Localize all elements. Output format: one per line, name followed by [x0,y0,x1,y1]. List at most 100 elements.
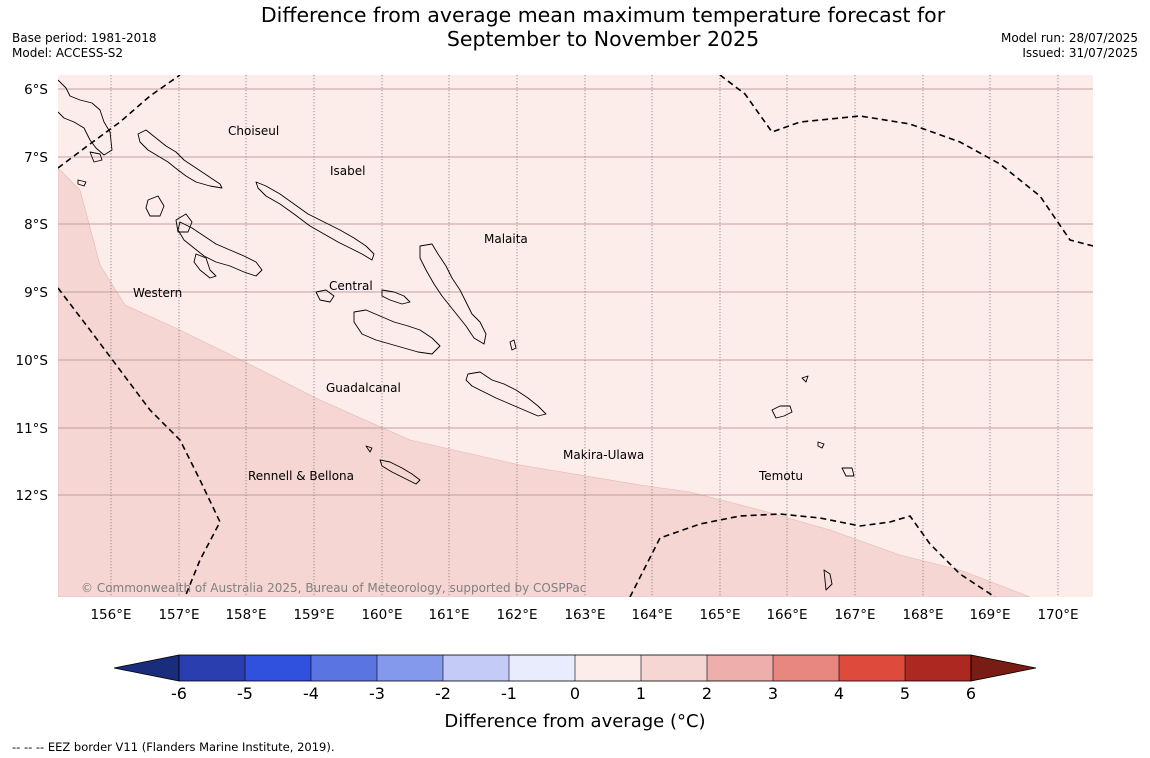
title-line-2: September to November 2025 [446,27,760,51]
colorbar-extend-low [113,654,180,682]
rendova-coast [193,253,217,279]
province-label-temotu: Temotu [758,469,803,483]
province-label-rennell-bellona: Rennell & Bellona [248,469,354,483]
vanikoro-coast [841,467,855,477]
lon-label: 158°E [225,607,266,623]
colorbar-tick: -3 [369,684,385,703]
province-label-isabel: Isabel [330,164,365,178]
colorbar-segment [377,655,443,681]
colorbar-tick: -4 [303,684,319,703]
lon-label: 156°E [90,607,131,623]
new-georgia-coast [177,221,263,277]
colorbar-tick: -1 [501,684,517,703]
colorbar-tick: 3 [768,684,778,703]
lon-label: 164°E [631,607,672,623]
province-label-choiseul: Choiseul [228,124,279,138]
lat-label: 9°S [24,285,48,301]
utupua-coast [817,441,825,449]
guadalcanal-coast [353,309,441,355]
reef-islands-coast [801,375,809,383]
model-run: Model run: 28/07/2025 [1000,31,1138,45]
colorbar-segment [311,655,377,681]
colorbar-tick: 5 [900,684,910,703]
isabel-coast [255,181,375,261]
colorbar-segment [443,655,509,681]
colorbar-title: Difference from average (°C) [444,711,705,732]
model-name: Model: ACCESS-S2 [12,46,124,60]
vella-lavella-coast [145,195,165,217]
colorbar-segment [707,655,773,681]
florida-islands-coast [315,289,335,303]
lat-label: 10°S [16,353,49,369]
province-label-central: Central [329,279,373,293]
copyright-notice: © Commonwealth of Australia 2025, Bureau… [81,581,586,595]
anomaly-region-1-to-2 [58,167,1031,597]
province-label-malaita: Malaita [484,232,528,246]
bougainville-coast [58,79,113,156]
eez-border-west [58,287,221,597]
kolombangara-coast [175,213,193,233]
lat-label: 6°S [24,82,48,98]
lon-label: 163°E [564,607,605,623]
colorbar-tick: -6 [171,684,187,703]
lon-label: 159°E [293,607,334,623]
tikopia-coast [823,569,833,591]
colorbar-tick: 2 [702,684,712,703]
colorbar-segment [839,655,905,681]
lon-label: 168°E [902,607,943,623]
coastlines [58,79,855,591]
santa-cruz-coast [771,405,793,419]
lon-label: 165°E [699,607,740,623]
province-label-guadalcanal: Guadalcanal [326,381,401,395]
eez-border-north-east [719,75,1093,247]
malaita-coast [419,243,487,345]
province-label-makira-ulawa: Makira-Ulawa [563,448,644,462]
map-title: Difference from average mean maximum tem… [0,3,1150,51]
run-info: Model run: 28/07/2025 Issued: 31/07/2025 [1001,31,1138,61]
eez-border-south-east [629,513,996,597]
bellona-coast [365,445,373,453]
graticule [58,75,1093,597]
makira-coast [465,371,547,417]
colorbar-segment [905,655,971,681]
eez-borders [58,75,1093,597]
treasury-coast [89,151,103,163]
colorbar-segment [179,655,245,681]
lat-label: 11°S [16,421,49,437]
lon-label: 166°E [766,607,807,623]
colorbar-extend-high [970,654,1037,682]
colorbar-tick: -5 [237,684,253,703]
latitude-lines [58,88,1093,496]
colorbar: -6 -5 -4 -3 -2 -1 0 1 2 3 4 5 6 Differen… [113,654,1037,732]
lat-label: 8°S [24,217,48,233]
colorbar-segment [773,655,839,681]
choiseul-coast [137,129,223,189]
lon-label: 170°E [1037,607,1078,623]
colorbar-segment [641,655,707,681]
lon-label: 157°E [158,607,199,623]
shortland-coast [77,179,87,187]
colorbar-tick-labels: -6 -5 -4 -3 -2 -1 0 1 2 3 4 5 6 [171,684,976,703]
colorbar-dividers [244,655,906,681]
colorbar-tick: 1 [636,684,646,703]
russell-islands-coast [381,289,411,305]
colorbar-segment [575,655,641,681]
colorbar-tick: 0 [570,684,580,703]
ulawa-coast [509,339,517,351]
province-labels: Choiseul Isabel Malaita Western Central … [133,124,803,483]
colorbar-tick: -2 [435,684,451,703]
lon-label: 161°E [428,607,469,623]
lat-label: 12°S [16,488,49,504]
colorbar-tick: 6 [966,684,976,703]
model-info: Base period: 1981-2018 Model: ACCESS-S2 [12,31,157,61]
eez-footnote: -- -- -- EEZ border V11 (Flanders Marine… [12,740,335,754]
lat-label: 7°S [24,150,48,166]
longitude-lines [110,75,1059,597]
lon-label: 162°E [496,607,537,623]
latitude-labels: 6°S 7°S 8°S 9°S 10°S 11°S 12°S [16,82,49,504]
lon-label: 160°E [361,607,402,623]
province-label-western: Western [133,286,182,300]
lon-label: 169°E [969,607,1010,623]
title-line-1: Difference from average mean maximum tem… [260,3,946,27]
